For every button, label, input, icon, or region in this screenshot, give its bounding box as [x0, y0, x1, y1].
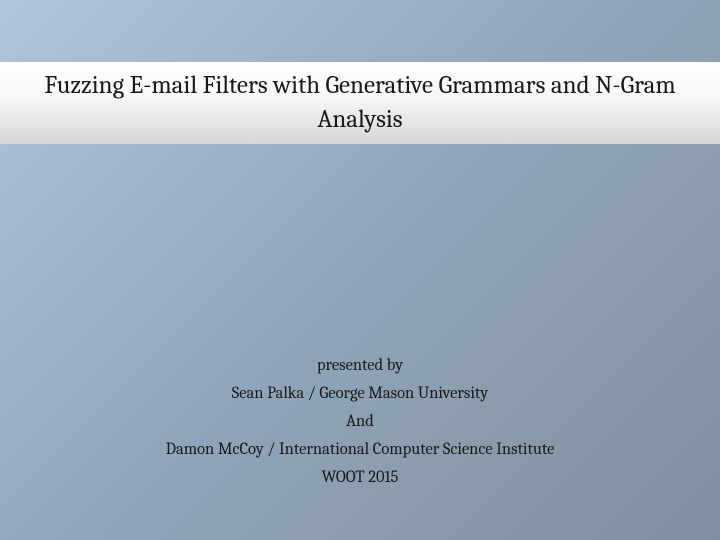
- body-line-venue: WOOT 2015: [0, 464, 720, 492]
- body-line-author2: Damon McCoy / International Computer Sci…: [0, 436, 720, 464]
- body-line-and: And: [0, 408, 720, 436]
- slide-body: presented by Sean Palka / George Mason U…: [0, 352, 720, 492]
- body-line-author1: Sean Palka / George Mason University: [0, 380, 720, 408]
- slide-title: Fuzzing E-mail Filters with Generative G…: [30, 69, 690, 137]
- body-line-presented-by: presented by: [0, 352, 720, 380]
- presentation-slide: Fuzzing E-mail Filters with Generative G…: [0, 0, 720, 540]
- title-banner: Fuzzing E-mail Filters with Generative G…: [0, 62, 720, 144]
